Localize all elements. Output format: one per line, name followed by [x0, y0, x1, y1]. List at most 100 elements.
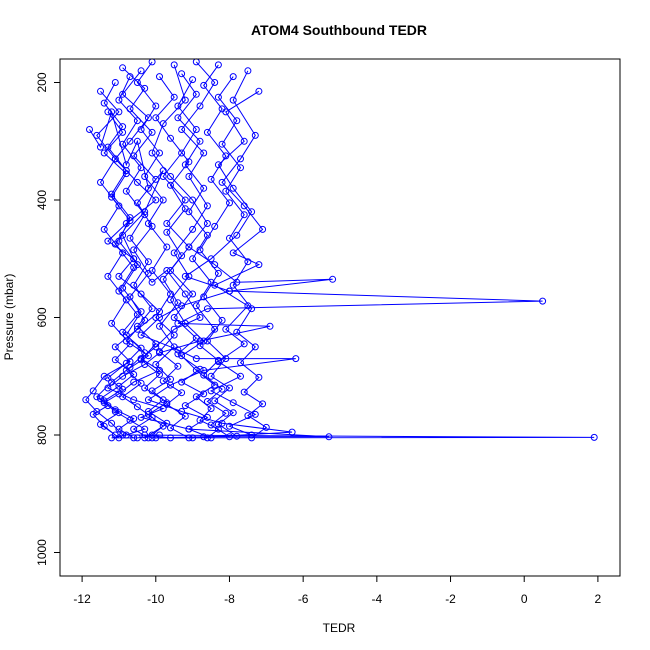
x-tick-label: -4: [372, 592, 383, 606]
data-point: [137, 356, 145, 364]
data-point: [237, 155, 244, 163]
data-point: [226, 287, 233, 295]
data-point: [233, 328, 241, 336]
data-point: [178, 352, 186, 360]
data-point: [108, 108, 116, 116]
data-point: [156, 366, 163, 374]
data-point: [130, 434, 138, 442]
data-point: [97, 420, 104, 428]
data-point: [178, 389, 186, 397]
data-point: [163, 400, 171, 408]
data-point: [207, 405, 215, 413]
data-point: [251, 131, 259, 139]
data-point: [100, 372, 108, 380]
data-point: [211, 261, 219, 269]
y-tick-label: 200: [35, 72, 49, 92]
data-point: [163, 228, 171, 236]
data-point: [122, 167, 130, 175]
data-point: [218, 419, 226, 427]
data-point: [130, 396, 138, 404]
data-point: [111, 343, 119, 351]
data-point: [152, 114, 160, 122]
data-point: [152, 343, 160, 351]
data-point: [211, 397, 219, 405]
data-point: [185, 173, 193, 180]
data-point: [163, 243, 171, 251]
data-point: [119, 140, 127, 148]
data-point: [159, 275, 167, 283]
series-line-14: [217, 76, 268, 439]
data-point: [266, 322, 274, 330]
data-point: [203, 398, 211, 405]
data-point: [152, 340, 160, 348]
data-point: [200, 433, 208, 441]
data-point: [93, 393, 101, 401]
data-point: [159, 173, 167, 180]
data-point: [137, 379, 145, 387]
data-point: [141, 316, 149, 324]
data-point: [189, 290, 197, 298]
data-point: [189, 76, 197, 84]
y-tick-label: 600: [35, 307, 49, 327]
data-point: [148, 387, 156, 395]
data-point: [181, 96, 189, 104]
data-point: [119, 90, 127, 98]
data-point: [222, 325, 230, 333]
data-point: [237, 372, 244, 380]
data-point: [248, 305, 256, 313]
data-point: [255, 87, 263, 95]
data-point: [174, 114, 182, 122]
data-point: [192, 366, 200, 374]
data-point: [89, 387, 97, 395]
data-point: [174, 299, 182, 307]
data-point: [119, 249, 127, 257]
data-point: [144, 114, 152, 122]
data-point: [248, 208, 256, 216]
data-point: [222, 409, 230, 417]
data-point: [130, 264, 138, 272]
data-point: [211, 325, 219, 333]
data-point: [226, 433, 233, 441]
data-point: [119, 393, 127, 401]
data-point: [185, 208, 193, 216]
data-point: [104, 237, 112, 245]
data-point: [86, 126, 93, 133]
series-line-0: [89, 110, 201, 439]
data-point: [133, 311, 141, 319]
data-point: [167, 181, 174, 189]
data-point: [104, 108, 112, 116]
data-point: [122, 187, 130, 195]
data-point: [137, 126, 145, 133]
data-point: [100, 149, 108, 157]
data-point: [167, 267, 174, 274]
data-point: [119, 372, 127, 380]
data-point: [137, 331, 145, 339]
data-point: [189, 434, 197, 442]
data-point: [233, 117, 241, 125]
data-point: [207, 434, 215, 442]
data-point: [152, 196, 160, 204]
series-line-11: [162, 79, 212, 439]
data-point: [203, 128, 211, 136]
data-point: [156, 149, 163, 157]
data-point: [108, 193, 116, 201]
data-point: [130, 246, 138, 254]
data-point: [144, 220, 152, 227]
data-point: [100, 397, 108, 405]
data-point: [196, 137, 204, 145]
data-point: [229, 184, 237, 192]
data-point: [156, 371, 163, 378]
data-point: [111, 356, 119, 364]
data-point: [233, 231, 241, 239]
data-point: [130, 371, 138, 378]
data-point: [192, 334, 200, 342]
data-point: [203, 202, 211, 210]
data-point: [167, 375, 174, 383]
data-point: [174, 102, 182, 110]
data-point: [200, 390, 208, 398]
data-point: [163, 267, 171, 274]
data-point: [119, 128, 127, 136]
data-point: [214, 356, 222, 364]
data-point: [170, 314, 178, 321]
data-point: [203, 220, 211, 227]
